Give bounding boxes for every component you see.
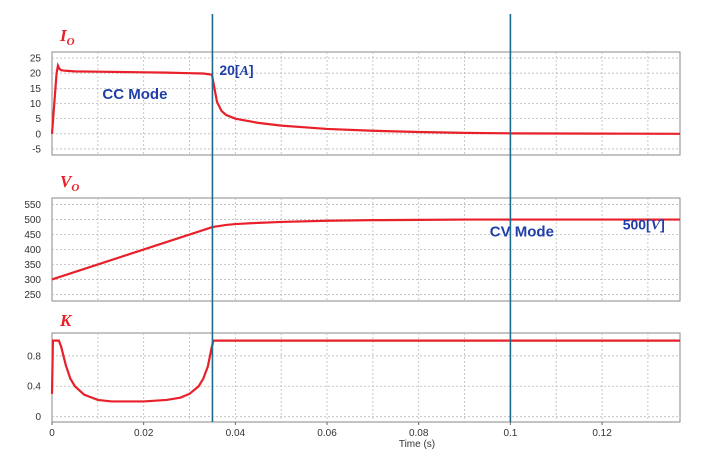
panel-k-title: K [59,311,73,330]
panel-k: K 0 0.4 0.8 0 0.02 0.04 0.06 0.08 0.1 0.12 Time … [27,311,681,450]
y-tick-label: 350 [24,260,41,271]
x-axis-ticks: 0 0.02 0.04 0.06 0.08 0.1 0.12 [49,422,612,439]
panel-vo: VO 250 300 350 400 450 500 550 500[V] CV Mode [24,172,681,302]
panel-io-y-ticks: -5 0 5 10 15 20 25 [30,54,42,156]
y-tick-label: 25 [30,54,42,65]
y-tick-label: 250 [24,290,41,301]
y-tick-label: 400 [24,245,41,256]
y-tick-label: -5 [32,144,41,155]
current-20a-annotation: 20[A] [219,62,253,79]
panel-vo-title: VO [60,172,79,194]
cv-mode-label: CV Mode [490,224,554,241]
voltage-500v-annotation: 500[V] [623,216,665,233]
x-axis-label: Time (s) [399,439,435,450]
y-tick-label: 0 [35,129,41,140]
panel-k-y-ticks: 0 0.4 0.8 [27,351,41,423]
x-tick-label: 0.1 [503,428,517,439]
x-tick-label: 0.08 [409,428,429,439]
panel-k-gain-curve [50,339,680,403]
x-tick-label: 0.06 [317,428,337,439]
y-tick-label: 300 [24,275,41,286]
x-tick-label: 0.04 [226,428,246,439]
y-tick-label: 0.8 [27,351,41,362]
y-tick-label: 550 [24,200,41,211]
y-tick-label: 15 [30,84,42,95]
y-tick-label: 450 [24,230,41,241]
transition-markers [211,14,512,422]
x-tick-label: 0 [49,428,55,439]
y-tick-label: 5 [35,114,41,125]
x-tick-label: 0.12 [592,428,612,439]
y-tick-label: 20 [30,69,42,80]
panel-vo-y-ticks: 250 300 350 400 450 500 550 [24,200,41,301]
panel-io-grid [52,52,680,155]
panel-k-frame [51,332,681,423]
y-tick-label: 0 [35,412,41,423]
cc-mode-label: CC Mode [102,86,167,103]
panel-io: IO -5 0 5 10 15 20 25 20[A] CC Mode [30,26,681,156]
panel-k-grid [52,333,680,422]
panel-io-title: IO [59,26,75,48]
panel-vo-voltage-curve [51,218,680,281]
y-tick-label: 10 [30,99,42,110]
y-tick-label: 0.4 [27,382,41,393]
y-tick-label: 500 [24,215,41,226]
x-tick-label: 0.02 [134,428,154,439]
